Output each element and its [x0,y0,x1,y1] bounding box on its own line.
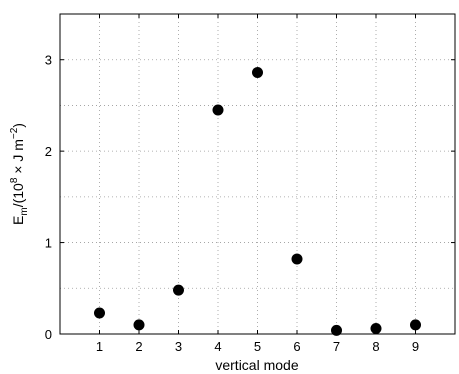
data-point [94,307,105,319]
axis-ticks: 1 2 3 4 5 6 7 8 9 0 1 2 3 [45,14,455,354]
data-point [212,104,224,116]
y-axis-label: Em/(108 × J m−2) [9,123,30,225]
y-tick-label: 2 [45,144,52,159]
x-tick-label: 3 [175,339,182,354]
x-tick-label: 9 [412,339,419,354]
x-tick-label: 8 [372,339,379,354]
y-tick-label: 0 [45,327,52,342]
data-point [252,67,263,79]
x-axis-label: vertical mode [215,357,298,373]
data-point [331,324,342,336]
data-points [94,67,421,336]
data-point [410,319,421,331]
x-tick-label: 2 [135,339,142,354]
y-tick-label: 3 [45,53,52,68]
x-tick-label: 7 [333,339,340,354]
x-tick-label: 6 [293,339,300,354]
x-tick-label: 1 [96,339,103,354]
data-point [291,253,303,265]
data-point [370,323,382,335]
data-point [173,284,184,296]
data-point [133,319,145,331]
x-tick-label: 4 [214,339,221,354]
grid-lines [60,14,455,334]
y-tick-label: 1 [45,236,52,251]
x-tick-label: 5 [254,339,261,354]
